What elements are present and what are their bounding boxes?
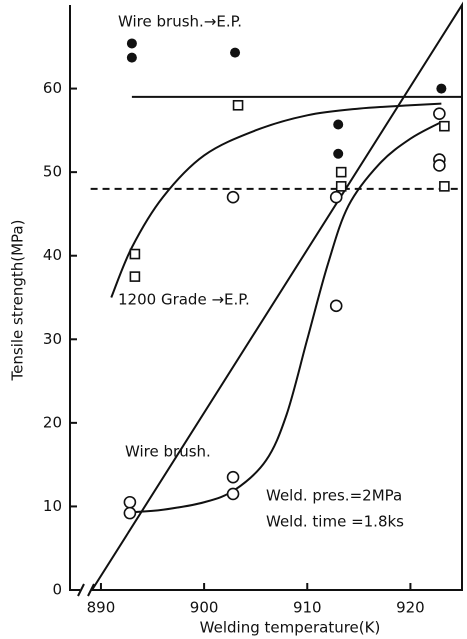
y-tick-label: 30 [43, 330, 62, 348]
point [433, 159, 446, 172]
point [129, 248, 141, 260]
curve [131, 121, 442, 514]
point [333, 119, 344, 130]
point [333, 148, 344, 159]
point [439, 181, 450, 192]
y-tick-label: 50 [43, 163, 62, 181]
annotation: Weld. pres.=2MPa [266, 487, 402, 505]
point [129, 271, 141, 282]
curve [110, 102, 442, 298]
point [123, 495, 137, 509]
point [123, 506, 137, 520]
y-tick-label: 40 [43, 246, 62, 264]
point [226, 487, 240, 501]
y-tick-label: 20 [43, 413, 62, 431]
point [126, 38, 137, 49]
point [329, 299, 343, 313]
point [433, 107, 446, 120]
axis-break [77, 583, 95, 597]
point [335, 166, 347, 178]
point [329, 190, 343, 204]
series-label: 1200 Grade →E.P. [118, 291, 250, 309]
point [226, 190, 240, 204]
series-label: Wire brush.→E.P. [118, 13, 242, 31]
x-tick-label: 920 [396, 599, 425, 617]
y-axis-label: Tensile strength(MPa) [9, 220, 27, 382]
y-tick-label: 0 [52, 581, 62, 599]
point [230, 47, 241, 58]
y-tick-label: 60 [43, 79, 62, 97]
point [335, 181, 347, 192]
point [126, 52, 137, 63]
y-tick-label: 10 [43, 497, 62, 515]
point [232, 99, 244, 111]
x-axis-label: Welding temperature(K) [200, 619, 381, 637]
point [226, 470, 240, 484]
annotation: Weld. time =1.8ks [266, 513, 404, 531]
point [439, 120, 450, 132]
point [436, 83, 447, 94]
x-tick-label: 900 [190, 599, 219, 617]
series-label: Wire brush. [125, 443, 211, 461]
x-tick-label: 910 [293, 599, 322, 617]
x-tick-label: 890 [87, 599, 116, 617]
